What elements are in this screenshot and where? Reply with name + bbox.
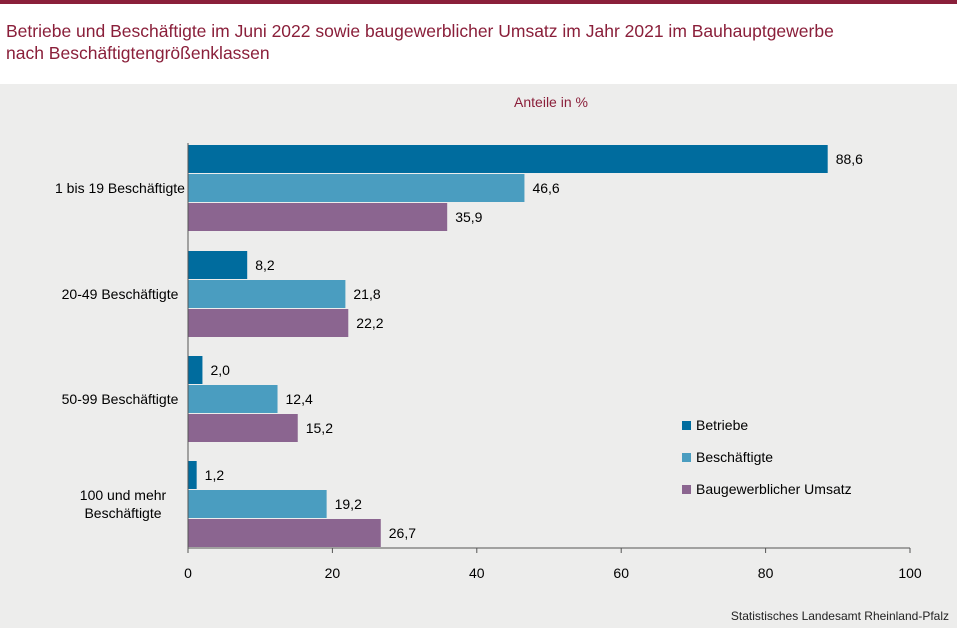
legend: Betriebe Beschäftigte Baugewerblicher Umsa… [682, 417, 852, 497]
legend-swatch [682, 453, 691, 462]
x-tick-label: 100 [898, 565, 922, 581]
chart-subtitle: Anteile in % [514, 94, 588, 110]
legend-label: Beschäftigte [696, 449, 773, 465]
category-label: 100 und mehr [80, 487, 167, 503]
bar-2-betriebe [188, 251, 248, 279]
data-label: 8,2 [255, 257, 275, 273]
title-separator [0, 74, 957, 84]
category-label: 1 bis 19 Beschäftigte [55, 180, 185, 196]
x-tick-label: 80 [758, 565, 774, 581]
legend-swatch [682, 485, 691, 494]
legend-label: Betriebe [696, 417, 748, 433]
data-label: 21,8 [353, 286, 380, 302]
bar-3-betriebe [188, 356, 203, 384]
bar-2-beschäftigte [188, 280, 346, 308]
bars-group: 88,6 46,6 35,9 8,2 21,8 22,2 2,0 12,4 15,2 1,2 19,… [188, 145, 863, 547]
data-label: 19,2 [335, 496, 362, 512]
data-label: 15,2 [306, 420, 333, 436]
category-label: 50-99 Beschäftigte [62, 391, 179, 407]
category-labels: 1 bis 19 Beschäftigte 20-49 Beschäftigte 5… [55, 180, 185, 521]
category-label: 20-49 Beschäftigte [62, 286, 179, 302]
category-label: Beschäftigte [84, 505, 161, 521]
data-label: 22,2 [356, 315, 383, 331]
data-label: 1,2 [205, 467, 225, 483]
data-label: 35,9 [455, 209, 482, 225]
chart-title-line-2: nach Beschäftigtengrößenklassen [6, 43, 270, 63]
top-rule [0, 0, 957, 4]
legend-swatch [682, 421, 691, 430]
title-area: Betriebe und Beschäftigte im Juni 2022 s… [0, 4, 957, 74]
x-axis: 0 20 40 60 80 100 [184, 143, 922, 581]
data-label: 88,6 [836, 151, 863, 167]
data-label: 26,7 [389, 525, 416, 541]
data-label: 2,0 [210, 362, 230, 378]
bar-4-betriebe [188, 461, 197, 489]
x-tick-label: 60 [613, 565, 629, 581]
bar-4-baugewerblicher-umsatz [188, 519, 381, 547]
source-note: Statistisches Landesamt Rheinland-Pfalz [730, 609, 949, 623]
bar-3-beschäftigte [188, 385, 278, 413]
bar-1-beschäftigte [188, 174, 525, 202]
chart-title: Betriebe und Beschäftigte im Juni 2022 s… [6, 20, 946, 64]
bar-1-betriebe [188, 145, 828, 173]
data-label: 46,6 [532, 180, 559, 196]
x-tick-label: 20 [325, 565, 341, 581]
bar-2-baugewerblicher-umsatz [188, 309, 349, 337]
x-tick-label: 0 [184, 565, 192, 581]
x-tick-label: 40 [469, 565, 485, 581]
data-label: 12,4 [286, 391, 313, 407]
legend-label: Baugewerblicher Umsatz [696, 481, 852, 497]
bar-3-baugewerblicher-umsatz [188, 414, 298, 442]
bar-4-beschäftigte [188, 490, 327, 518]
chart-title-line-1: Betriebe und Beschäftigte im Juni 2022 s… [6, 21, 834, 41]
bar-1-baugewerblicher-umsatz [188, 203, 448, 231]
